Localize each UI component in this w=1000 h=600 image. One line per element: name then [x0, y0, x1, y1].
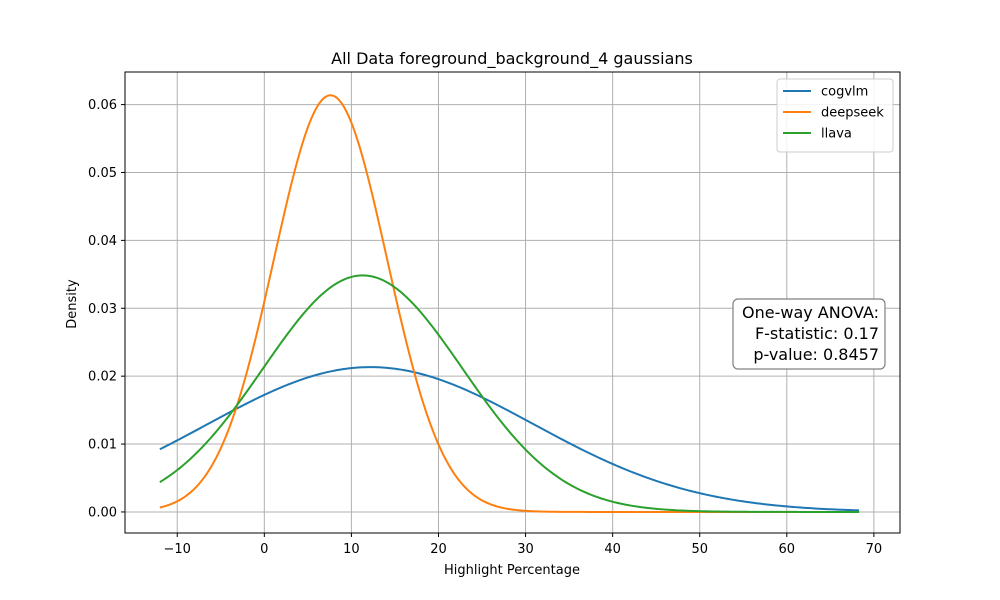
anova-box-frame	[732, 298, 886, 370]
legend-label-deepseek: deepseek	[821, 106, 884, 121]
anova-line: p-value: 0.8457	[753, 345, 879, 364]
anova-line: One-way ANOVA:	[742, 303, 879, 322]
legend-label-llava: llava	[821, 127, 852, 142]
y-tick-label: 0.03	[88, 302, 117, 317]
anova-line: F-statistic: 0.17	[755, 324, 879, 343]
x-tick-label: 50	[691, 542, 708, 557]
x-tick-label: 40	[604, 542, 621, 557]
legend: cogvlm deepseek llava	[776, 78, 894, 153]
y-axis-label: Density	[65, 279, 80, 329]
x-tick-label: −10	[164, 542, 191, 557]
legend-label-cogvlm: cogvlm	[821, 85, 868, 100]
y-tick-label: 0.06	[88, 98, 117, 113]
series-line-cogvlm	[159, 366, 860, 512]
anova-annotation: One-way ANOVA: F-statistic: 0.17 p-value: …	[732, 298, 886, 370]
x-axis-label: Highlight Percentage	[444, 563, 580, 578]
plot-area-frame	[124, 71, 901, 534]
x-tick-label: 0	[260, 542, 268, 557]
axis-ticks: −10 0 10 20 30 40 50 60 70 0.00 0.01 0.02 0.03 0.04 0.…	[88, 98, 882, 557]
y-tick-label: 0.01	[88, 438, 117, 453]
x-tick-label: 20	[430, 542, 447, 557]
y-tick-label: 0.00	[88, 505, 117, 520]
y-tick-label: 0.05	[88, 166, 117, 181]
x-tick-label: 70	[866, 542, 883, 557]
chart-title: All Data foreground_background_4 gaussia…	[331, 49, 693, 69]
plot-series	[159, 94, 860, 513]
x-tick-label: 30	[517, 542, 534, 557]
x-tick-label: 60	[779, 542, 796, 557]
x-tick-label: 10	[343, 542, 360, 557]
series-line-llava	[159, 274, 860, 513]
y-tick-label: 0.04	[88, 234, 117, 249]
y-tick-label: 0.02	[88, 370, 117, 385]
